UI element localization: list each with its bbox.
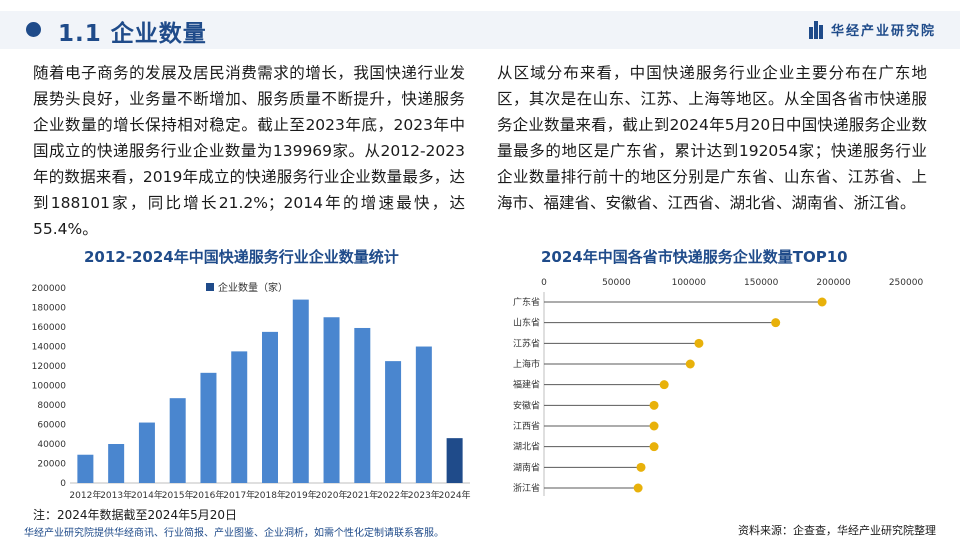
footer-service-text: 华经产业研究院提供华经商讯、行业简报、产业图鉴、企业洞析，如需个性化定制请联系客…: [24, 528, 444, 539]
x-tick-label: 2024年: [439, 489, 471, 501]
legend-label: 企业数量（家）: [218, 281, 288, 294]
y-tick-label: 160000: [32, 323, 67, 333]
bar-chart-title: 2012-2024年中国快递服务行业企业数量统计: [84, 248, 399, 266]
lollipop-dot: [636, 462, 646, 472]
page-title: 1.1 企业数量: [58, 21, 207, 47]
bar: [415, 346, 432, 483]
lollipop-dot: [649, 421, 659, 431]
bar: [262, 331, 278, 483]
x-tick-label: 2022年: [377, 489, 409, 501]
y-tick-label: 180000: [32, 304, 67, 314]
y-tick-label: 100000: [32, 382, 67, 392]
paragraph-right: 从区域分布来看，中国快递服务行业企业主要分布在广东地区，其次是在山东、江苏、上海…: [497, 64, 927, 212]
bar: [354, 327, 371, 483]
lollipop-chart-title: 2024年中国各省市快递服务企业数量TOP10: [541, 248, 848, 266]
y-tick-label: 0: [60, 479, 66, 489]
header-bar: [0, 11, 960, 49]
bar: [292, 299, 309, 483]
y-tick-label: 200000: [32, 284, 67, 294]
x-tick-label: 2019年: [285, 489, 317, 501]
lollipop-dot: [659, 380, 669, 390]
x-tick-label: 0: [541, 278, 547, 288]
x-tick-label: 2018年: [254, 489, 286, 501]
bar: [446, 438, 463, 483]
data-source: 资料来源：企查查，华经产业研究院整理: [738, 524, 936, 537]
lollipop-dot: [685, 359, 695, 369]
x-tick-label: 2016年: [193, 489, 225, 501]
bar: [108, 444, 125, 483]
x-tick-label: 2021年: [346, 489, 378, 501]
x-tick-label: 150000: [744, 278, 779, 288]
y-tick-label: 江苏省: [513, 337, 540, 349]
paragraph-left: 随着电子商务的发展及居民消费需求的增长，我国快递行业发展势头良好，业务量不断增加…: [33, 64, 465, 238]
lollipop-dot: [694, 338, 704, 348]
lollipop-dot: [771, 318, 781, 328]
x-tick-label: 2015年: [162, 489, 194, 501]
x-tick-label: 2023年: [408, 489, 440, 501]
y-tick-label: 140000: [32, 343, 67, 353]
brand: 华经产业研究院: [808, 20, 936, 39]
y-tick-label: 20000: [37, 460, 66, 470]
x-tick-label: 2013年: [100, 489, 132, 501]
bar: [138, 422, 155, 483]
y-tick-label: 120000: [32, 362, 67, 372]
bar: [385, 361, 402, 483]
y-tick-label: 60000: [37, 421, 66, 431]
bar: [169, 398, 186, 483]
y-tick-label: 40000: [37, 440, 66, 450]
x-tick-label: 50000: [602, 278, 631, 288]
bar: [231, 351, 248, 483]
x-tick-label: 2012年: [69, 489, 101, 501]
x-tick-label: 250000: [889, 278, 924, 288]
x-tick-label: 2014年: [131, 489, 163, 501]
y-tick-label: 湖北省: [513, 441, 540, 453]
y-tick-label: 安徽省: [513, 399, 540, 411]
lollipop-dot: [649, 442, 659, 452]
y-tick-label: 湖南省: [513, 461, 540, 473]
x-tick-label: 2017年: [223, 489, 255, 501]
lollipop-dot: [633, 483, 643, 493]
bar-chart: 0 20000 40000 60000 80000 100000 120000 140000 1…: [32, 281, 471, 501]
y-tick-label: 上海市: [513, 358, 540, 370]
legend-swatch: [206, 283, 214, 291]
x-tick-label: 200000: [816, 278, 851, 288]
bar: [77, 454, 94, 483]
x-tick-label: 2020年: [316, 489, 348, 501]
bar: [323, 317, 340, 483]
lollipop-chart: 0 50000 100000 150000 200000 250000 广东省山东省江苏省上…: [513, 278, 924, 496]
data-note: 注：2024年数据截至2024年5月20日: [33, 508, 237, 522]
y-tick-label: 江西省: [513, 420, 540, 432]
bar: [200, 372, 217, 483]
section-bullet-icon: [26, 22, 41, 37]
y-tick-label: 福建省: [513, 379, 540, 391]
y-tick-label: 广东省: [513, 296, 540, 308]
y-tick-label: 山东省: [513, 317, 540, 329]
page-header: 1.1 企业数量 华经产业研究院: [0, 0, 960, 56]
x-tick-label: 100000: [672, 278, 707, 288]
y-tick-label: 80000: [37, 401, 66, 411]
brand-logo-icon: [808, 20, 823, 39]
lollipop-dot: [817, 297, 827, 307]
lollipop-dot: [649, 400, 659, 410]
y-tick-label: 浙江省: [513, 482, 540, 494]
brand-name: 华经产业研究院: [830, 24, 936, 39]
